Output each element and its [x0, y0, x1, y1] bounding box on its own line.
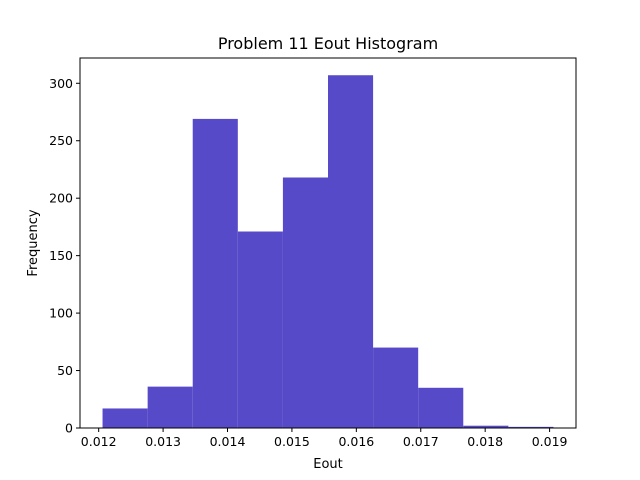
x-tick-label: 0.017	[403, 434, 439, 449]
x-tick-label: 0.019	[532, 434, 568, 449]
x-axis-label: Eout	[313, 457, 343, 472]
y-tick-label: 250	[49, 133, 73, 148]
x-tick-label: 0.013	[145, 434, 181, 449]
y-tick-label: 300	[49, 76, 73, 91]
x-tick-label: 0.018	[467, 434, 503, 449]
x-tick-label: 0.016	[338, 434, 374, 449]
histogram-bar-5	[282, 177, 328, 428]
y-tick-label: 100	[49, 306, 73, 321]
x-tick-label: 0.012	[81, 434, 117, 449]
y-tick-label: 200	[49, 191, 73, 206]
x-axis-ticks: 0.012 0.013 0.014 0.015 0.016 0.017 0.018 0.019	[81, 428, 568, 449]
histogram-bar-10	[508, 426, 554, 428]
histogram-bar-3	[192, 118, 238, 428]
histogram-bar-9	[463, 425, 509, 428]
histogram-bar-6	[328, 75, 374, 428]
plot-frame	[79, 57, 577, 429]
histogram-bar-8	[418, 387, 464, 428]
y-axis-label: Frequency	[26, 209, 41, 276]
histogram-bar-4	[237, 231, 283, 428]
chart-title: Problem 11 Eout Histogram	[218, 34, 438, 53]
histogram-bar-1	[102, 408, 148, 428]
y-tick-label: 50	[57, 363, 73, 378]
y-tick-label: 0	[65, 421, 73, 436]
histogram-bar-7	[373, 347, 419, 428]
bars-group	[102, 75, 554, 428]
y-tick-label: 150	[49, 248, 73, 263]
histogram-bar-2	[147, 386, 193, 428]
x-tick-label: 0.015	[274, 434, 310, 449]
y-axis-ticks: 0 50 100 150 200 250 300	[49, 76, 80, 436]
x-tick-label: 0.014	[210, 434, 246, 449]
